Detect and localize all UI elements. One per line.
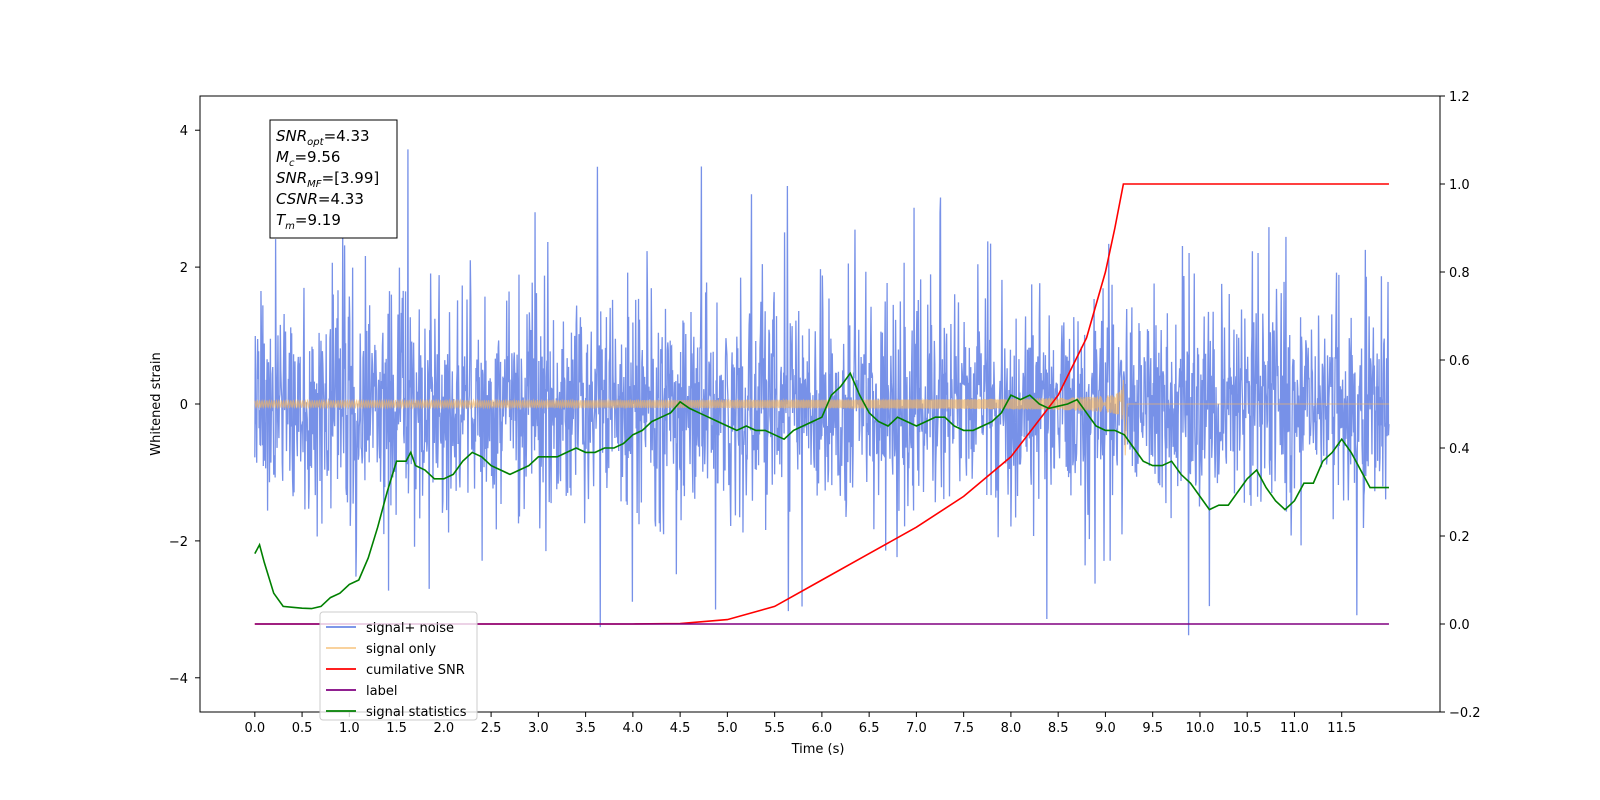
x-tick-label: 4.0 (623, 721, 644, 736)
x-tick-label: 9.0 (1095, 721, 1116, 736)
x-tick-label: 2.5 (481, 721, 502, 736)
series-cumilative-snr (254, 183, 1389, 625)
y-left-tick-label: 2 (180, 261, 188, 276)
legend-label: cumilative SNR (366, 663, 465, 678)
x-tick-label: 3.0 (528, 721, 549, 736)
x-tick-label: 6.0 (812, 721, 833, 736)
annotation-frame (269, 119, 398, 239)
annotation-line: Tm=9.19 (276, 211, 341, 232)
x-tick-label: 6.5 (859, 721, 880, 736)
x-tick-label: 0.5 (292, 721, 313, 736)
x-axis-label: Time (s) (791, 742, 845, 757)
x-tick-label: 4.5 (670, 721, 691, 736)
x-tick-label: 11.5 (1327, 721, 1356, 736)
x-tick-label: 1.5 (386, 721, 407, 736)
y-right-tick-label: 0.2 (1449, 530, 1470, 545)
x-tick-label: 11.0 (1280, 721, 1309, 736)
legend-label: label (366, 684, 397, 699)
x-tick-label: 7.5 (953, 721, 974, 736)
y-left-tick-label: 0 (180, 398, 188, 413)
y-right-tick-label: −0.2 (1449, 706, 1481, 721)
x-tick-label: 3.5 (575, 721, 596, 736)
x-tick-label: 9.5 (1142, 721, 1163, 736)
annotation-line: SNRopt=4.33 (276, 127, 370, 148)
x-axis: 0.0 0.5 1.0 1.5 2.0 2.5 3.0 3.5 4.0 4.5 5.0 5.5 6.0 6… (244, 712, 1356, 736)
x-tick-label: 8.0 (1001, 721, 1022, 736)
x-tick-label: 5.5 (764, 721, 785, 736)
annotation-line: CSNR=4.33 (276, 190, 364, 208)
x-tick-label: 10.0 (1185, 721, 1214, 736)
plot-area (199, 95, 1441, 713)
legend-label: signal+ noise (366, 621, 454, 636)
annotation-line: SNRMF=[3.99] (276, 169, 379, 190)
x-tick-label: 8.5 (1048, 721, 1069, 736)
x-tick-label: 7.0 (906, 721, 927, 736)
y-left-tick-label: −4 (169, 672, 188, 687)
series-signal-only (254, 379, 1389, 456)
y-right-tick-label: 0.6 (1449, 354, 1470, 369)
y-left-tick-label: 4 (180, 124, 188, 139)
series-signal-noise (254, 149, 1390, 636)
legend-label: signal only (366, 642, 436, 657)
y-axis-label-left: Whitened strain (149, 352, 164, 455)
y-right-tick-label: 1.0 (1449, 178, 1470, 193)
legend-frame (319, 611, 478, 721)
x-tick-label: 2.0 (433, 721, 454, 736)
y-axis-right: −0.2 0.0 0.2 0.4 0.6 0.8 1.0 1.2 (1440, 90, 1481, 721)
legend: signal+ noise signal only cumilative SNR la… (319, 611, 478, 721)
y-right-tick-label: 0.4 (1449, 442, 1470, 457)
annotation-line: Mc=9.56 (276, 148, 340, 169)
x-tick-label: 5.0 (717, 721, 738, 736)
y-right-tick-label: 0.0 (1449, 618, 1470, 633)
x-tick-label: 0.0 (244, 721, 265, 736)
x-tick-label: 1.0 (339, 721, 360, 736)
y-left-tick-label: −2 (169, 535, 188, 550)
legend-label: signal statistics (366, 705, 467, 720)
x-tick-label: 10.5 (1233, 721, 1262, 736)
series-signal-statistics (254, 371, 1389, 610)
y-axis-left: −4 −2 0 2 4 (169, 124, 200, 687)
y-right-tick-label: 1.2 (1449, 90, 1470, 105)
y-right-tick-label: 0.8 (1449, 266, 1470, 281)
